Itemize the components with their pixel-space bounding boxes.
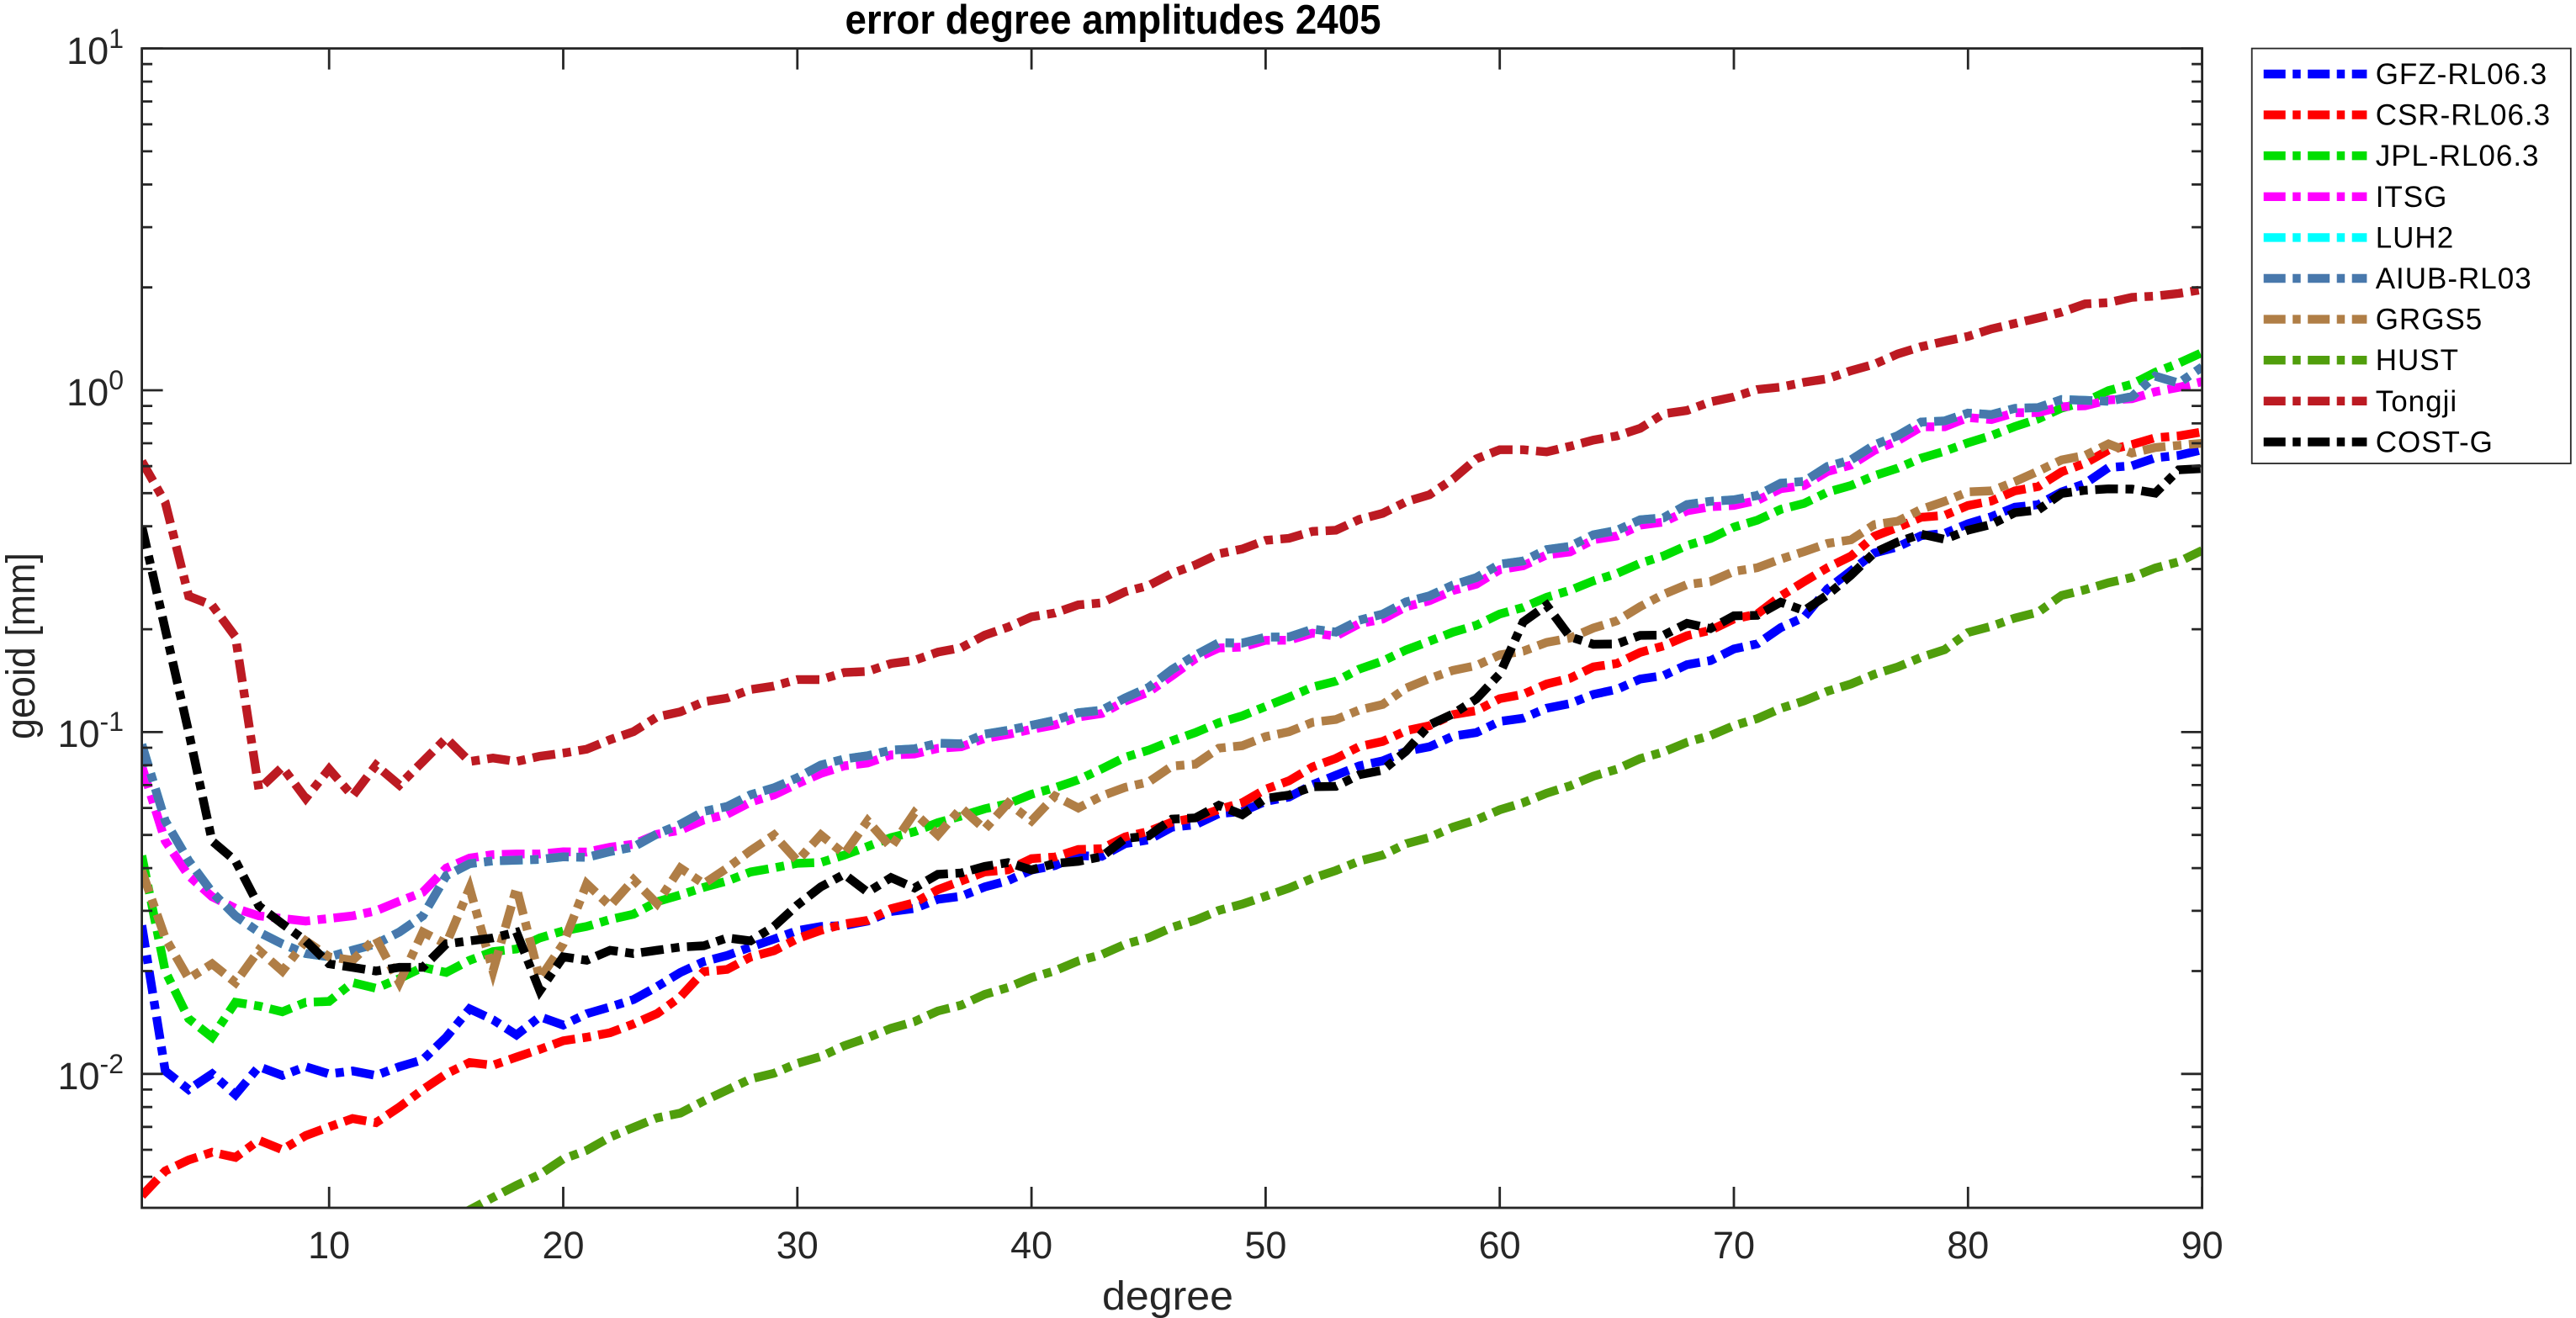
svg-text:20: 20	[542, 1224, 584, 1267]
svg-text:GRGS5: GRGS5	[2376, 304, 2483, 336]
svg-text:ITSG: ITSG	[2376, 181, 2448, 214]
svg-text:70: 70	[1713, 1224, 1755, 1267]
svg-text:60: 60	[1479, 1224, 1521, 1267]
svg-text:90: 90	[2181, 1224, 2224, 1267]
svg-text:50: 50	[1244, 1224, 1286, 1267]
svg-text:30: 30	[777, 1224, 819, 1267]
svg-text:degree: degree	[1102, 1274, 1233, 1318]
svg-text:Tongji: Tongji	[2376, 385, 2457, 418]
svg-text:COST-G: COST-G	[2376, 426, 2494, 458]
svg-text:error degree amplitudes 2405: error degree amplitudes 2405	[845, 0, 1381, 43]
svg-text:CSR-RL06.3: CSR-RL06.3	[2376, 99, 2551, 132]
svg-text:GFZ-RL06.3: GFZ-RL06.3	[2376, 58, 2548, 91]
svg-text:geoid [mm]: geoid [mm]	[0, 553, 44, 739]
svg-text:10: 10	[308, 1224, 350, 1267]
svg-text:LUH2: LUH2	[2376, 221, 2454, 254]
svg-text:80: 80	[1947, 1224, 1989, 1267]
svg-text:AIUB-RL03: AIUB-RL03	[2376, 262, 2532, 295]
svg-text:HUST: HUST	[2376, 344, 2459, 377]
svg-text:JPL-RL06.3: JPL-RL06.3	[2376, 140, 2540, 172]
svg-text:40: 40	[1010, 1224, 1052, 1267]
